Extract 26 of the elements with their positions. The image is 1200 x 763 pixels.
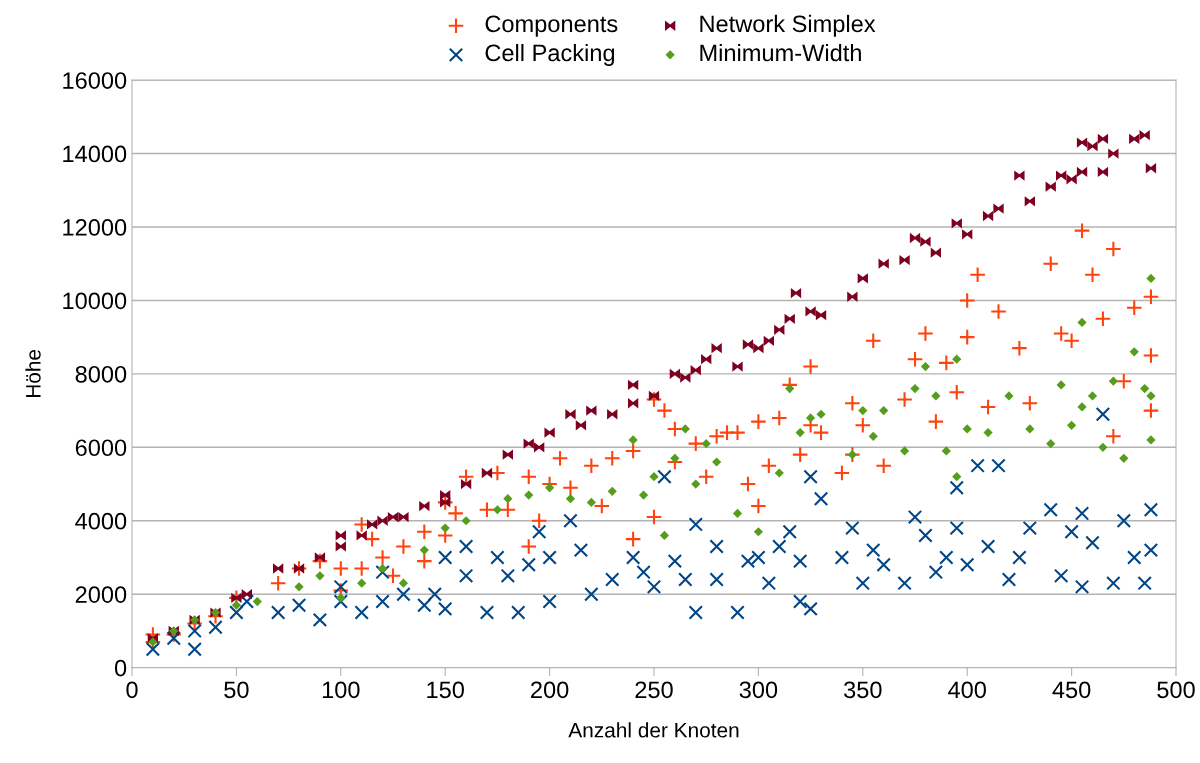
y-tick-label: 14000 — [63, 145, 127, 163]
x-tick-label: 100 — [322, 681, 360, 699]
y-tick-label: 8000 — [75, 365, 127, 383]
x-tick-label: 400 — [948, 681, 986, 699]
legend-label: Cell Packing — [485, 43, 615, 66]
x-tick-label: 250 — [635, 681, 673, 699]
legend-label: Network Simplex — [700, 14, 876, 37]
y-tick-label: 16000 — [63, 72, 127, 89]
legend-label: Minimum-Width — [700, 43, 861, 62]
x-tick-label: 50 — [224, 681, 249, 699]
legend-label: Components — [485, 15, 618, 37]
x-tick-label: 500 — [1157, 681, 1195, 699]
y-tick-label: 4000 — [75, 512, 127, 530]
y-tick-label: 6000 — [75, 439, 127, 457]
x-tick-label: 300 — [739, 681, 778, 699]
y-tick-label: 0 — [114, 659, 127, 677]
x-tick-label: 450 — [1052, 681, 1091, 699]
y-tick-label: 2000 — [75, 586, 127, 603]
x-tick-label: 0 — [126, 681, 138, 699]
x-axis-title: Anzahl der Knoten — [568, 722, 739, 738]
x-tick-label: 200 — [531, 681, 569, 699]
y-tick-label: 10000 — [63, 292, 127, 310]
x-tick-label: 150 — [427, 681, 464, 699]
x-tick-label: 350 — [844, 681, 882, 699]
y-axis-title: Höhe — [25, 349, 41, 398]
y-tick-label: 12000 — [63, 219, 127, 236]
